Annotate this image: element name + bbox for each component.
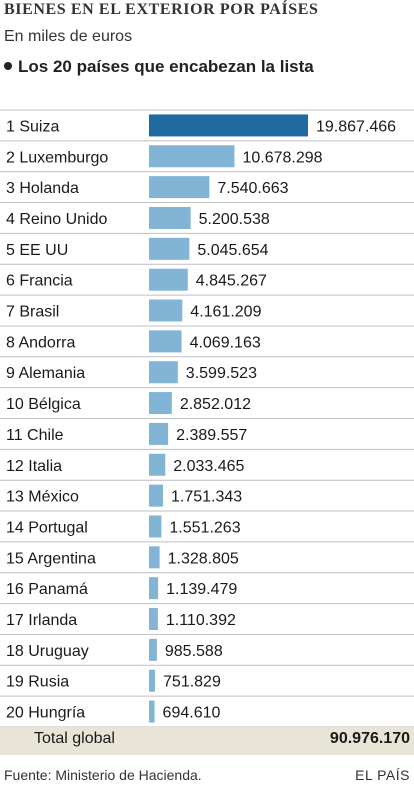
value-label: 1.328.805 [168,550,239,567]
bar [149,515,162,538]
bar [149,669,156,692]
bar [149,453,166,476]
bar [149,577,159,600]
category-label: 13 México [6,489,79,506]
value-label: 1.110.392 [166,612,236,629]
value-label: 4.069.163 [190,334,261,351]
category-label: 3 Holanda [6,180,79,197]
category-label: 18 Uruguay [6,643,89,660]
value-label: 1.139.479 [166,581,237,598]
value-label: 19.867.466 [316,118,396,135]
section-heading-text: Los 20 países que encabezan la lista [18,57,314,76]
category-label: 19 Rusia [6,674,69,691]
bar [149,176,210,199]
value-label: 985.588 [165,643,223,660]
category-label: 12 Italia [6,458,62,475]
bar [149,145,235,168]
bar [149,268,188,291]
bar [149,361,178,384]
value-label: 751.829 [163,674,221,691]
value-label: 2.033.465 [173,458,244,475]
category-label: 4 Reino Unido [6,211,108,228]
value-label: 2.389.557 [176,427,247,444]
bar [149,392,172,415]
brand-logo: EL PAÍS [355,767,410,783]
bar [149,484,164,507]
bar [149,206,191,229]
source-note: Fuente: Ministerio de Hacienda. [4,767,202,783]
bar [149,299,183,322]
bar [149,638,157,661]
category-label: 7 Brasil [6,304,59,321]
total-label: Total global [34,730,115,747]
bar [149,237,190,260]
category-label: 2 Luxemburgo [6,149,108,166]
value-label: 4.161.209 [190,304,261,321]
value-label: 10.678.298 [242,149,322,166]
value-label: 7.540.663 [217,180,288,197]
chart-title: BIENES EN EL EXTERIOR POR PAÍSES [4,1,319,18]
category-label: 15 Argentina [6,550,96,567]
category-label: 11 Chile [6,427,64,444]
bar [149,608,158,631]
bullet-icon [4,61,12,70]
category-label: 1 Suiza [6,118,59,135]
category-label: 9 Alemania [6,365,85,382]
bar-chart: 1 Suiza 19.867.466 2 Luxemburgo 10.678.298 3… [0,109,414,727]
category-label: 20 Hungría [6,705,85,722]
value-label: 694.610 [163,705,221,722]
bar [149,700,155,723]
total-row [0,727,414,755]
category-label: 17 Irlanda [6,612,77,629]
category-label: 6 Francia [6,273,73,290]
bar [149,546,160,569]
chart-subtitle: En miles de euros [4,28,133,45]
category-label: 16 Panamá [6,581,88,598]
bar [149,114,308,137]
bar [149,330,182,353]
value-label: 1.551.263 [169,519,240,536]
value-label: 5.200.538 [199,211,270,228]
category-label: 5 EE UU [6,242,68,259]
category-label: 8 Andorra [6,334,75,351]
value-label: 3.599.523 [186,365,257,382]
section-heading: Los 20 países que encabezan la lista [4,57,314,77]
value-label: 2.852.012 [180,396,251,413]
bar [149,422,169,445]
value-label: 1.751.343 [171,489,242,506]
value-label: 5.045.654 [197,242,268,259]
category-label: 10 Bélgica [6,396,81,413]
category-label: 14 Portugal [6,519,88,536]
value-label: 4.845.267 [196,273,267,290]
total-value: 90.976.170 [329,730,410,747]
